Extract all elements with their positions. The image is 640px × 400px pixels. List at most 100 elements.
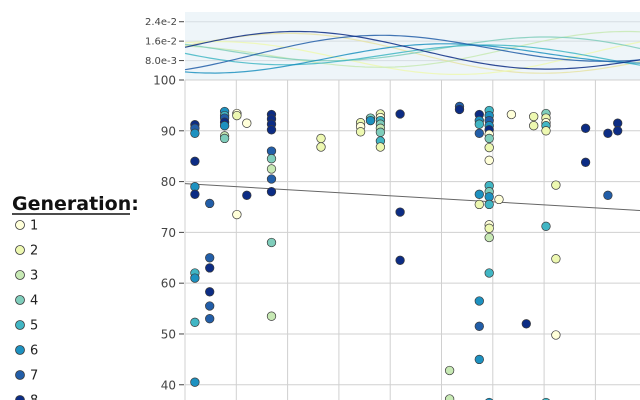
data-point [551, 330, 561, 340]
data-point [541, 126, 551, 136]
density-tick-label: 2.4e-2 [145, 17, 177, 28]
data-point [395, 109, 405, 119]
plot-grid [184, 79, 640, 400]
data-point [190, 156, 200, 166]
data-point [474, 199, 484, 210]
data-point [190, 317, 200, 327]
data-point [444, 365, 455, 376]
data-point [484, 142, 494, 153]
data-point [355, 127, 366, 137]
data-point [266, 154, 277, 164]
legend-entry-label: 8 [30, 394, 38, 400]
data-point [266, 187, 277, 197]
data-point [484, 133, 494, 144]
data-point [474, 321, 484, 331]
data-point [266, 125, 277, 135]
data-point [521, 319, 531, 329]
data-point [494, 194, 504, 205]
legend-swatch [15, 295, 25, 305]
y-tick-label: 100 [153, 74, 176, 88]
density-curve [184, 34, 640, 71]
y-tick-label: 70 [161, 226, 176, 240]
y-axis-ticks: 40 50 60 70 80 90 100 [153, 74, 184, 392]
density-curve [184, 32, 640, 74]
legend-swatch [15, 345, 25, 355]
data-point [541, 221, 551, 231]
y-tick-label: 40 [161, 378, 176, 392]
data-point [484, 268, 494, 278]
density-curve [184, 44, 640, 66]
data-point [375, 142, 386, 152]
data-point [266, 237, 277, 248]
data-point [484, 232, 494, 243]
density-curve [184, 30, 640, 70]
data-point [190, 189, 200, 199]
data-point [266, 164, 277, 174]
data-point [190, 273, 200, 283]
legend-swatch [15, 220, 25, 230]
density-curve [184, 36, 640, 62]
legend-title: Generation: [12, 193, 139, 215]
data-point [266, 174, 277, 184]
data-point [529, 111, 539, 122]
legend-entry-label: 7 [30, 369, 38, 384]
legend-entry-label: 2 [30, 244, 38, 259]
data-point [580, 157, 591, 167]
data-point [242, 118, 252, 128]
data-point [375, 127, 386, 137]
legend-entry-label: 4 [30, 294, 38, 309]
data-point [474, 128, 484, 138]
data-point [529, 121, 539, 131]
data-points [190, 101, 623, 400]
data-point [266, 311, 277, 321]
legend-swatch [15, 395, 25, 400]
legend-entry-label: 5 [30, 319, 38, 334]
density-tick-label: 8.0e-3 [145, 56, 177, 67]
data-point [484, 199, 494, 210]
density-curve [184, 43, 640, 74]
data-point [474, 354, 484, 365]
data-point [474, 189, 484, 199]
data-point [506, 109, 517, 120]
data-point [232, 209, 242, 220]
data-point [190, 377, 200, 387]
y-tick-label: 50 [161, 327, 176, 341]
y-tick-label: 80 [161, 175, 176, 189]
legend-entry-label: 3 [30, 269, 38, 284]
data-point [454, 104, 465, 115]
data-point [613, 126, 623, 136]
legend-entry-label: 1 [30, 219, 38, 234]
data-point [551, 180, 561, 190]
y-tick-label: 60 [161, 277, 176, 291]
density-tick-label: 1.6e-2 [145, 37, 177, 48]
data-point [474, 296, 484, 306]
density-panel: 8.0e-3 1.6e-2 2.4e-2 [145, 12, 640, 80]
legend-swatch [15, 270, 25, 280]
data-point [365, 115, 376, 126]
legend-swatch [15, 320, 25, 330]
data-point [205, 314, 215, 324]
data-point [484, 223, 494, 233]
data-point [316, 133, 326, 144]
data-point [219, 133, 230, 144]
data-point [395, 255, 405, 265]
legend-swatch [15, 245, 25, 255]
data-point [484, 155, 494, 165]
data-point [205, 301, 215, 311]
data-point [444, 394, 455, 400]
data-point [603, 128, 613, 138]
legend-entry-label: 6 [30, 344, 38, 359]
legend-swatch [15, 370, 25, 380]
data-point [395, 207, 405, 217]
generation-legend: Generation: 1 2 3 4 5 6 7 8 [12, 193, 139, 400]
data-point [242, 190, 252, 200]
data-point [205, 253, 215, 263]
data-point [603, 190, 613, 200]
data-point [474, 119, 484, 129]
data-point [316, 142, 326, 152]
trendline [184, 183, 640, 212]
data-point [205, 263, 215, 273]
data-point [205, 287, 215, 297]
data-point [205, 198, 215, 209]
